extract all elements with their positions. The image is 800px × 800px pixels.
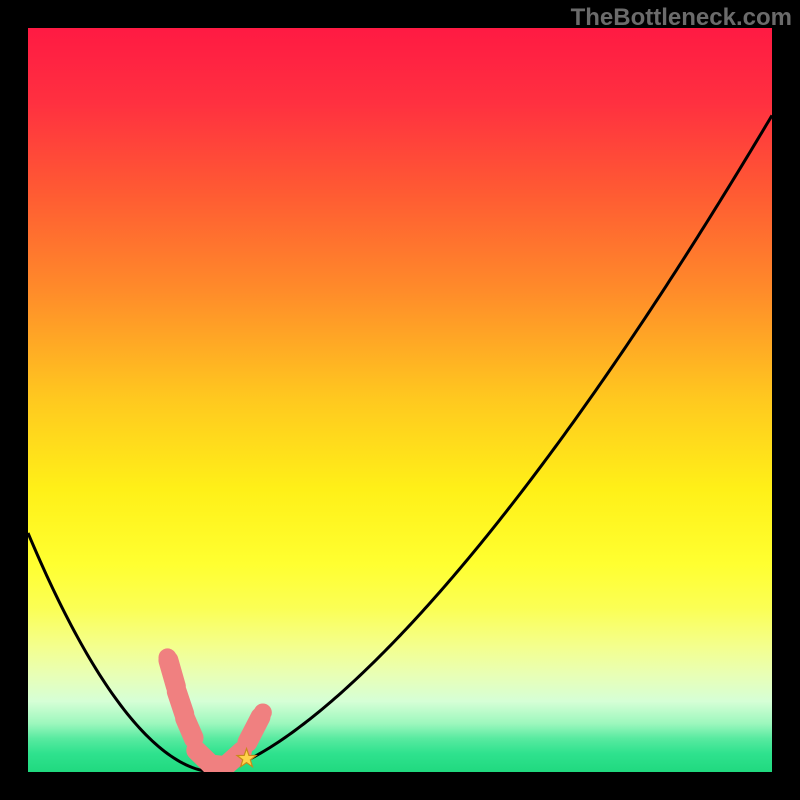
marker-left-dot — [159, 648, 177, 666]
chart-frame: TheBottleneck.com — [0, 0, 800, 800]
marker-bottom-dot — [186, 741, 204, 759]
gradient-background — [28, 28, 772, 772]
marker-right-segment — [247, 717, 260, 742]
bottleneck-chart — [0, 0, 800, 800]
marker-right-dot — [254, 703, 272, 721]
